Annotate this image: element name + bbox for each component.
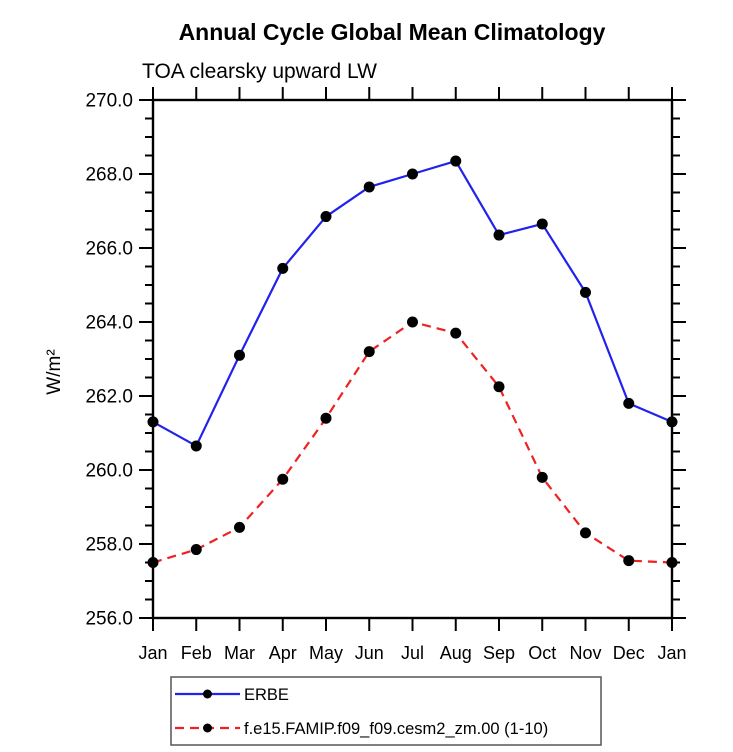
data-point-marker: [320, 211, 332, 223]
data-point-marker: [320, 412, 332, 424]
data-point-marker: [277, 473, 289, 485]
data-point-marker: [580, 286, 591, 298]
data-point-marker: [666, 557, 678, 568]
data-point-marker: [536, 218, 548, 230]
series-erbe: [147, 155, 678, 452]
y-tick-label: 270.0: [85, 91, 133, 112]
y-tick-label: 266.0: [85, 239, 133, 260]
legend-entry-label: f.e15.FAMIP.f09_f09.cesm2_zm.00 (1-10): [244, 720, 548, 738]
x-tick-label: Sep: [483, 643, 515, 663]
data-point-marker: [666, 416, 678, 428]
data-point-marker: [536, 471, 548, 483]
data-point-marker: [277, 262, 289, 274]
y-tick-label: 258.0: [85, 535, 133, 556]
data-point-marker: [580, 527, 591, 539]
y-tick-label: 264.0: [85, 313, 133, 334]
legend-entry: ERBE: [175, 686, 289, 704]
data-point-marker: [623, 397, 635, 409]
data-point-marker: [493, 229, 505, 241]
legend: ERBE f.e15.FAMIP.f09_f09.cesm2_zm.00 (1-1…: [170, 676, 602, 746]
chart-title: Annual Cycle Global Mean Climatology: [179, 19, 606, 45]
y-tick-label: 260.0: [85, 461, 133, 482]
legend-entry-label: ERBE: [244, 686, 289, 704]
data-point-marker: [234, 349, 245, 361]
series-line: [152, 320, 673, 564]
data-point-marker: [147, 416, 159, 428]
legend-box: [170, 676, 602, 746]
data-point-marker: [493, 381, 505, 393]
y-tick-label: 268.0: [85, 165, 133, 186]
data-point-marker: [363, 346, 375, 358]
x-tick-label: Nov: [569, 643, 601, 663]
data-point-marker: [450, 327, 462, 339]
data-point-marker: [363, 181, 375, 193]
x-tick-label: Feb: [181, 643, 212, 663]
data-point-marker: [450, 155, 462, 167]
data-point-marker: [234, 521, 245, 533]
series-model: [147, 316, 678, 568]
x-ticks: Jan Feb Mar Apr May Jun Jul Aug Sep Oct Nov Dec Jan: [138, 87, 687, 663]
legend-marker: [203, 689, 212, 699]
x-tick-label: Aug: [440, 643, 472, 663]
data-point-marker: [190, 440, 202, 452]
x-tick-label: Jan: [657, 643, 686, 663]
x-tick-label: Apr: [269, 643, 297, 663]
chart-subtitle: TOA clearsky upward LW: [142, 60, 377, 83]
data-point-marker: [623, 555, 635, 567]
x-tick-label: Jun: [355, 643, 384, 663]
legend-entry: f.e15.FAMIP.f09_f09.cesm2_zm.00 (1-10): [175, 720, 548, 738]
data-point-marker: [407, 316, 418, 328]
x-tick-label: May: [309, 643, 343, 663]
y-tick-label: 256.0: [85, 609, 133, 630]
x-tick-label: Jan: [138, 643, 167, 663]
y-axis-label: W/m²: [44, 349, 65, 394]
series-line: [152, 159, 673, 448]
data-point-marker: [147, 557, 159, 568]
legend-marker: [203, 723, 212, 733]
x-tick-label: Jul: [401, 643, 424, 663]
x-tick-label: Dec: [613, 643, 645, 663]
data-point-marker: [407, 168, 418, 180]
x-tick-label: Oct: [528, 643, 556, 663]
plot-area: Jan Feb Mar Apr May Jun Jul Aug Sep Oct Nov Dec Jan2…: [85, 87, 687, 746]
y-tick-label: 262.0: [85, 387, 133, 408]
y-ticks: 256.0 258.0 260.0 262.0 264.0 266.0 268.0 270.0: [85, 91, 686, 630]
x-tick-label: Mar: [224, 643, 255, 663]
data-point-marker: [190, 544, 202, 556]
